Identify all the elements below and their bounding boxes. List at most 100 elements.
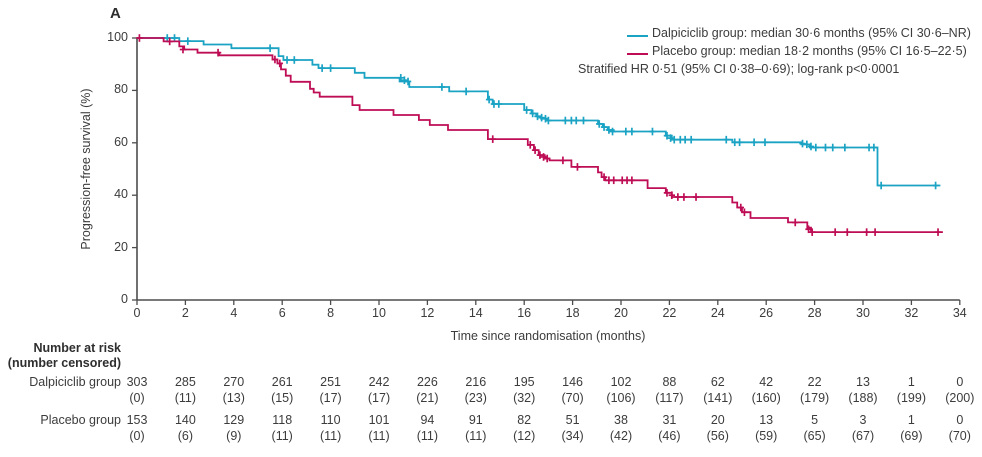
censor-mark xyxy=(687,135,695,144)
censor-mark xyxy=(543,154,551,163)
x-tick-label: 4 xyxy=(230,306,238,320)
x-tick-label: 26 xyxy=(759,306,774,320)
censor-mark xyxy=(808,228,816,236)
censor-mark xyxy=(628,127,636,136)
censor-mark xyxy=(822,143,829,152)
censor-mark xyxy=(401,76,408,84)
censored-count: (117) xyxy=(655,391,684,405)
censor-mark xyxy=(184,37,192,45)
censor-mark xyxy=(327,64,334,72)
x-tick-label: 34 xyxy=(952,306,967,320)
risk-count: 62 xyxy=(710,375,725,389)
censor-mark xyxy=(166,37,173,46)
risk-count: 51 xyxy=(565,413,580,427)
censor-mark xyxy=(540,153,547,161)
censored-count: (11) xyxy=(174,391,197,405)
censored-count: (9) xyxy=(226,429,242,443)
risk-count: 242 xyxy=(368,375,390,389)
censor-mark xyxy=(404,77,412,86)
risk-count: 91 xyxy=(468,413,483,427)
risk-count: 153 xyxy=(126,413,148,427)
censor-mark xyxy=(276,59,283,68)
censor-mark xyxy=(761,138,769,147)
censor-mark xyxy=(438,83,446,91)
censor-mark xyxy=(680,193,688,201)
censored-count: (65) xyxy=(803,429,826,443)
risk-count: 42 xyxy=(759,375,774,389)
risk-count: 13 xyxy=(759,413,774,427)
censor-mark xyxy=(523,106,530,114)
x-tick-label: 2 xyxy=(181,306,189,320)
censor-mark xyxy=(807,142,815,151)
x-tick-label: 28 xyxy=(807,306,822,320)
y-axis-label: Progression-free survival (%) xyxy=(79,88,93,250)
censor-mark xyxy=(574,163,581,171)
x-tick-label: 20 xyxy=(614,306,628,320)
censored-count: (200) xyxy=(945,391,975,405)
censored-count: (188) xyxy=(848,391,878,405)
censor-mark xyxy=(596,120,603,128)
censor-mark xyxy=(536,151,544,159)
risk-count: 1 xyxy=(907,413,915,427)
censor-mark xyxy=(462,87,470,96)
censor-mark xyxy=(495,100,502,108)
y-tick-label: 60 xyxy=(114,134,128,149)
risk-count: 129 xyxy=(223,413,245,427)
censor-mark xyxy=(681,135,689,144)
x-tick-label: 8 xyxy=(327,306,335,320)
censor-mark xyxy=(750,138,758,147)
risk-count: 22 xyxy=(807,375,822,389)
censor-mark xyxy=(534,112,541,121)
risk-count: 118 xyxy=(272,413,293,427)
censored-count: (15) xyxy=(271,391,294,405)
censored-count: (70) xyxy=(948,429,971,443)
censor-mark xyxy=(671,135,678,144)
censor-mark xyxy=(871,228,879,236)
x-tick-label: 10 xyxy=(372,306,386,320)
risk-count: 270 xyxy=(223,375,245,389)
risk-count: 226 xyxy=(416,375,438,389)
censor-mark xyxy=(841,143,849,152)
risk-count: 13 xyxy=(856,375,870,389)
y-tick-label: 0 xyxy=(121,292,128,306)
risk-count: 1 xyxy=(907,375,915,389)
x-tick-label: 0 xyxy=(133,306,141,320)
x-tick-label: 12 xyxy=(420,306,435,320)
censored-count: (12) xyxy=(513,429,536,443)
censored-count: (6) xyxy=(177,429,194,443)
censored-count: (59) xyxy=(755,429,778,443)
censor-mark xyxy=(792,218,799,227)
censor-mark xyxy=(283,56,291,64)
risk-count: 82 xyxy=(517,413,532,427)
censor-mark xyxy=(527,141,534,149)
censor-mark xyxy=(291,56,298,64)
censor-mark xyxy=(663,131,671,140)
risk-count: 251 xyxy=(320,375,342,389)
censor-mark xyxy=(723,135,730,144)
y-tick-label: 40 xyxy=(114,187,128,202)
censored-count: (42) xyxy=(609,429,633,443)
censored-count: (46) xyxy=(658,429,681,443)
censor-mark xyxy=(610,176,617,185)
censor-mark xyxy=(136,34,143,42)
censor-mark xyxy=(829,143,836,152)
censored-count: (21) xyxy=(416,391,439,405)
censor-mark xyxy=(562,116,569,125)
censored-count: (141) xyxy=(703,391,733,405)
censor-mark xyxy=(932,181,939,190)
censored-count: (69) xyxy=(900,429,923,443)
censor-mark xyxy=(877,181,885,190)
censor-mark xyxy=(692,193,700,201)
censor-mark xyxy=(214,48,222,57)
legend-entry-dalpiciclib: Dalpiciclib group: median 30·6 months (9… xyxy=(652,26,971,40)
censored-count: (70) xyxy=(561,391,584,405)
censored-count: (11) xyxy=(416,429,439,443)
censor-mark xyxy=(805,225,812,234)
censor-mark xyxy=(318,64,326,72)
censor-mark xyxy=(870,143,878,152)
censor-mark xyxy=(831,228,839,236)
risk-count: 285 xyxy=(174,375,196,389)
censor-mark xyxy=(580,116,587,125)
censor-mark xyxy=(649,127,656,136)
